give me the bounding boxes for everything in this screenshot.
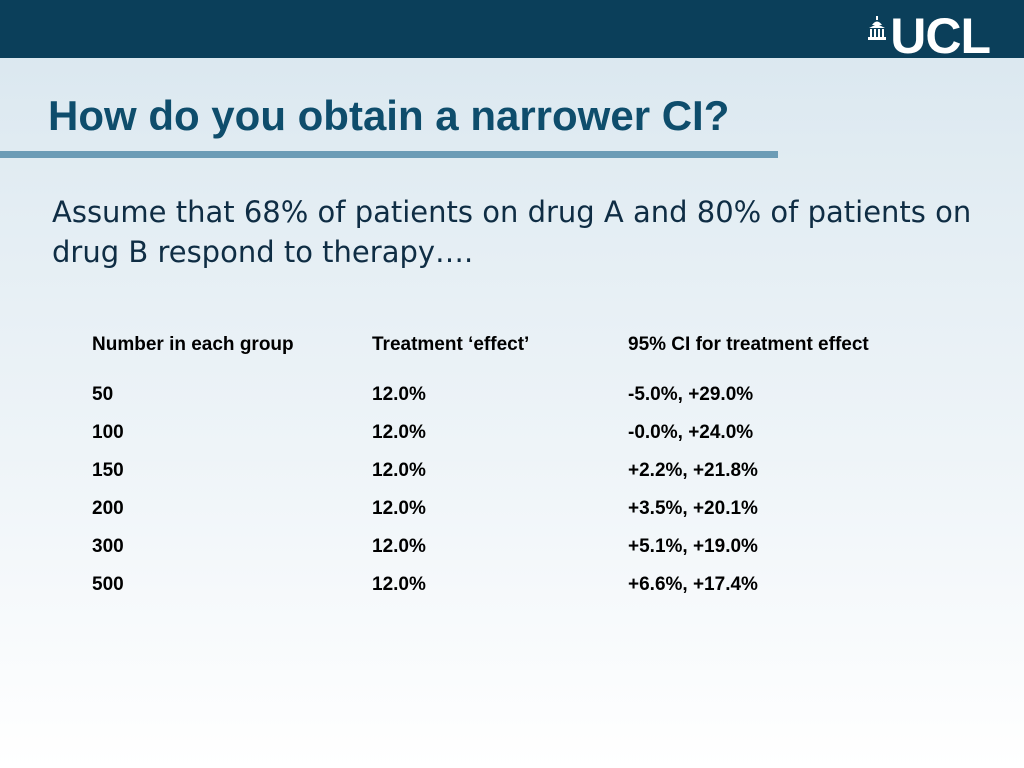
table-header-row: Number in each group Treatment ‘effect’ …	[84, 326, 936, 376]
effect-cell: 12.0%	[372, 574, 426, 595]
ci-cell: -5.0%, +29.0%	[628, 384, 754, 405]
table-row: 300 12.0% +5.1%, +19.0%	[84, 528, 936, 566]
effect-cell: 12.0%	[372, 498, 426, 519]
ci-cell: +2.2%, +21.8%	[628, 460, 758, 481]
ucl-logo: UCL	[868, 8, 991, 64]
column-header: Treatment ‘effect’	[372, 334, 530, 355]
ci-cell: +3.5%, +20.1%	[628, 498, 758, 519]
effect-cell: 12.0%	[372, 460, 426, 481]
group-size-cell: 50	[92, 384, 114, 405]
column-header: Number in each group	[92, 334, 294, 355]
effect-cell: 12.0%	[372, 422, 426, 443]
group-size-cell: 500	[92, 574, 124, 595]
ci-cell: +5.1%, +19.0%	[628, 536, 758, 557]
portico-icon	[868, 16, 887, 40]
ci-table: Number in each group Treatment ‘effect’ …	[84, 326, 936, 604]
group-size-cell: 100	[92, 422, 124, 443]
effect-cell: 12.0%	[372, 384, 426, 405]
slide-title: How do you obtain a narrower CI?	[48, 92, 730, 139]
title-underline	[0, 151, 778, 158]
group-size-cell: 200	[92, 498, 124, 519]
column-header: 95% CI for treatment effect	[628, 334, 869, 355]
table-row: 100 12.0% -0.0%, +24.0%	[84, 414, 936, 452]
logo-text: UCL	[890, 8, 991, 64]
effect-cell: 12.0%	[372, 536, 426, 557]
ci-cell: +6.6%, +17.4%	[628, 574, 758, 595]
table-row: 500 12.0% +6.6%, +17.4%	[84, 566, 936, 604]
table-row: 200 12.0% +3.5%, +20.1%	[84, 490, 936, 528]
table-row: 150 12.0% +2.2%, +21.8%	[84, 452, 936, 490]
group-size-cell: 150	[92, 460, 124, 481]
intro-text: Assume that 68% of patients on drug A an…	[52, 195, 972, 269]
ci-cell: -0.0%, +24.0%	[628, 422, 754, 443]
header-bar: UCL	[0, 0, 1024, 64]
group-size-cell: 300	[92, 536, 124, 557]
table-row: 50 12.0% -5.0%, +29.0%	[84, 376, 936, 414]
